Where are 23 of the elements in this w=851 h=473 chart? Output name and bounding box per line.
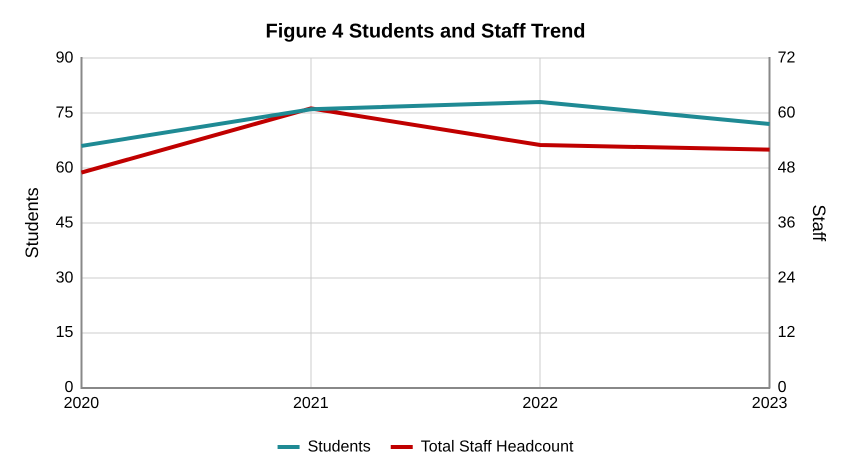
legend-label: Students: [308, 438, 371, 456]
x-tick-label: 2023: [752, 394, 788, 412]
y2-tick-label: 60: [778, 104, 796, 122]
x-tick-label: 2020: [64, 394, 100, 412]
x-tick-label: 2021: [293, 394, 329, 412]
y-tick-label: 60: [56, 159, 74, 176]
y2-tick-label: 36: [778, 214, 796, 232]
y2-tick-label: 0: [778, 379, 787, 396]
x-tick-label: 2022: [522, 394, 558, 412]
y-tick-label: 90: [56, 49, 74, 66]
y-tick-label: 75: [56, 104, 74, 122]
y2-tick-label: 72: [778, 49, 796, 66]
y2-tick-label: 24: [778, 269, 796, 286]
legend-label: Total Staff Headcount: [420, 438, 574, 456]
y2-axis-title: Staff: [809, 204, 830, 242]
y-tick-label: 30: [56, 269, 74, 286]
chart-title: Figure 4 Students and Staff Trend: [265, 20, 586, 43]
y-tick-label: 15: [56, 324, 74, 342]
y-tick-label: 45: [56, 214, 74, 232]
y2-tick-label: 48: [778, 159, 796, 176]
y2-tick-label: 12: [778, 324, 796, 342]
y-axis-title: Students: [22, 187, 42, 258]
y-tick-label: 0: [64, 379, 74, 396]
